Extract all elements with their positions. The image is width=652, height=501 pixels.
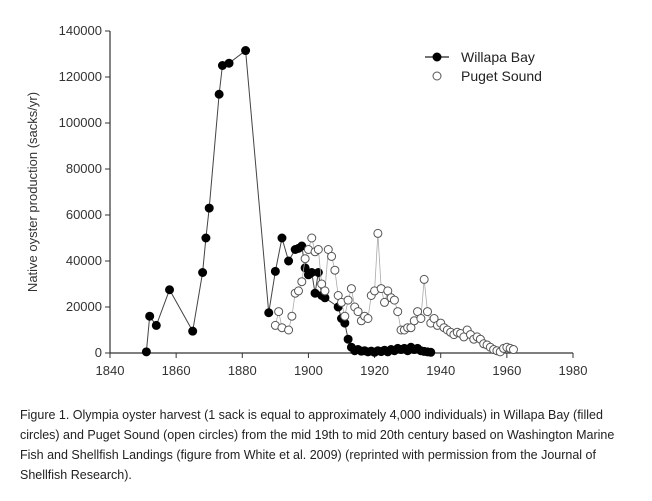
data-point [277,233,287,243]
data-point [419,274,429,284]
x-tick-label: 1980 [559,363,588,378]
y-tick-label: 60000 [66,207,102,222]
y-tick-label: 40000 [66,253,102,268]
data-point [165,285,175,295]
data-point [188,326,198,336]
data-point [270,266,280,276]
data-point [201,233,211,243]
data-point [343,295,353,305]
x-tick-label: 1840 [96,363,125,378]
chart-legend: Willapa Bay Puget Sound [425,49,542,84]
data-point [416,314,426,323]
y-tick-label: 140000 [59,23,102,38]
data-point [284,256,294,266]
data-point [389,295,399,305]
data-point [151,320,161,330]
x-tick-label: 1940 [426,363,455,378]
chart-series [141,46,518,357]
x-tick-label: 1860 [162,363,191,378]
x-tick-label: 1900 [294,363,323,378]
legend-marker [432,71,442,81]
y-tick-label: 120000 [59,69,102,84]
data-point [363,314,373,323]
data-point [320,286,330,296]
series-line [145,49,431,353]
data-point [379,297,389,307]
legend-label: Puget Sound [461,68,542,84]
x-tick-label: 1920 [360,363,389,378]
figure-caption: Figure 1. Olympia oyster harvest (1 sack… [20,408,615,482]
data-point [224,58,234,68]
data-point [508,345,518,355]
data-point [353,307,363,317]
data-point [284,325,294,335]
data-point [294,286,304,296]
data-point [393,307,403,317]
y-axis-title: Native oyster production (sacks/yr) [25,92,40,292]
chart-axes: 0 20000 40000 60000 80000 100000 120000 140000 1… [25,23,587,378]
y-tick-label: 100000 [59,115,102,130]
y-tick-label: 20000 [66,299,102,314]
data-point [346,284,356,294]
data-point [264,308,274,318]
data-point [297,277,307,287]
series-puget-sound [270,228,518,357]
data-point [307,233,317,243]
data-point [422,307,432,317]
data-point [241,46,251,56]
data-point [300,254,310,264]
x-tick-label: 1880 [228,363,257,378]
data-point [214,89,224,99]
data-point [287,311,297,321]
y-tick-label: 0 [95,345,102,360]
x-tick-label: 1960 [492,363,521,378]
y-tick-label: 80000 [66,161,102,176]
data-point [145,311,155,321]
series-willapa-bay [141,46,436,357]
data-point [204,203,214,213]
data-point [313,245,323,254]
data-point [327,251,337,261]
data-point [340,311,350,321]
legend-label: Willapa Bay [461,49,535,65]
legend-marker [432,52,442,62]
data-point [373,228,383,238]
data-point [274,307,284,317]
data-point [330,265,340,275]
data-point [141,347,151,357]
data-point [198,268,208,277]
scatter-chart: 0 20000 40000 60000 80000 100000 120000 140000 1… [25,23,587,378]
data-point [426,347,436,357]
data-point [343,334,353,344]
